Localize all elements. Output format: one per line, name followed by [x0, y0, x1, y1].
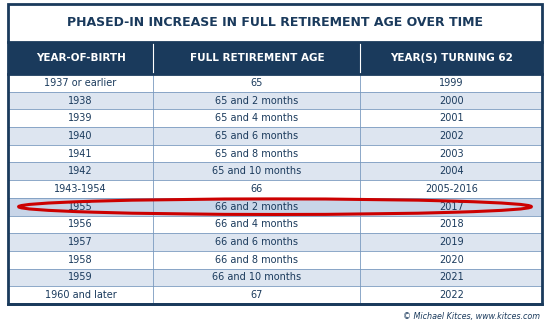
Text: 66 and 4 months: 66 and 4 months [216, 219, 298, 229]
Text: 2000: 2000 [439, 96, 464, 106]
Text: 1943-1954: 1943-1954 [54, 184, 107, 194]
Bar [8, 180, 542, 198]
Text: 1942: 1942 [68, 166, 93, 176]
Bar [8, 215, 542, 233]
Bar [8, 286, 542, 304]
Text: 66 and 2 months: 66 and 2 months [215, 202, 299, 212]
Text: 1956: 1956 [68, 219, 93, 229]
Text: 1938: 1938 [68, 96, 93, 106]
Text: 2022: 2022 [439, 290, 464, 300]
Text: 1941: 1941 [68, 148, 93, 159]
Bar [8, 74, 542, 92]
Bar [8, 145, 542, 162]
Text: FULL RETIREMENT AGE: FULL RETIREMENT AGE [190, 53, 324, 63]
Text: 65: 65 [251, 78, 263, 88]
Bar [8, 92, 542, 109]
Text: 1955: 1955 [68, 202, 93, 212]
Text: 65 and 8 months: 65 and 8 months [215, 148, 299, 159]
Text: 65 and 6 months: 65 and 6 months [215, 131, 299, 141]
Text: 65 and 2 months: 65 and 2 months [215, 96, 299, 106]
Text: © Michael Kitces, www.kitces.com: © Michael Kitces, www.kitces.com [403, 312, 540, 321]
Text: 2018: 2018 [439, 219, 464, 229]
Text: 2005-2016: 2005-2016 [425, 184, 477, 194]
Text: 2003: 2003 [439, 148, 464, 159]
Text: 1937 or earlier: 1937 or earlier [45, 78, 117, 88]
Text: 1999: 1999 [439, 78, 464, 88]
Bar [8, 233, 542, 251]
Text: 2002: 2002 [439, 131, 464, 141]
Text: 66 and 8 months: 66 and 8 months [216, 255, 298, 265]
Text: 1940: 1940 [68, 131, 93, 141]
Bar [8, 198, 542, 215]
Text: 1958: 1958 [68, 255, 93, 265]
Text: 1957: 1957 [68, 237, 93, 247]
Text: 1959: 1959 [68, 273, 93, 282]
Bar [8, 127, 542, 145]
Bar [8, 251, 542, 269]
Bar [8, 269, 542, 286]
Bar [8, 4, 542, 42]
Text: 66: 66 [251, 184, 263, 194]
Bar [8, 162, 542, 180]
Text: 2001: 2001 [439, 113, 464, 123]
Bar [8, 109, 542, 127]
Text: 2019: 2019 [439, 237, 464, 247]
Bar [8, 42, 542, 74]
Text: 66 and 6 months: 66 and 6 months [216, 237, 298, 247]
Text: YEAR-OF-BIRTH: YEAR-OF-BIRTH [36, 53, 125, 63]
Text: 2017: 2017 [439, 202, 464, 212]
Text: 2021: 2021 [439, 273, 464, 282]
Text: 65 and 10 months: 65 and 10 months [212, 166, 301, 176]
Text: PHASED-IN INCREASE IN FULL RETIREMENT AGE OVER TIME: PHASED-IN INCREASE IN FULL RETIREMENT AG… [67, 16, 483, 29]
Text: 1960 and later: 1960 and later [45, 290, 117, 300]
Text: 65 and 4 months: 65 and 4 months [215, 113, 299, 123]
Text: 66 and 10 months: 66 and 10 months [212, 273, 301, 282]
Text: 2020: 2020 [439, 255, 464, 265]
Text: 67: 67 [251, 290, 263, 300]
Text: YEAR(S) TURNING 62: YEAR(S) TURNING 62 [390, 53, 513, 63]
Text: 1939: 1939 [68, 113, 93, 123]
Text: 2004: 2004 [439, 166, 464, 176]
